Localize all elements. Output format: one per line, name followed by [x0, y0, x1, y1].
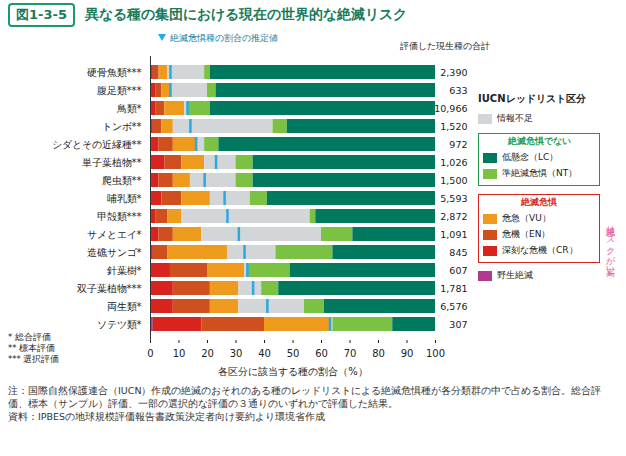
svg-text:20: 20: [201, 348, 214, 359]
svg-text:607: 607: [449, 265, 467, 276]
html-text:絶滅リスクが高い↓: 絶滅リスクが高い↓: [606, 220, 616, 278]
svg-text:10: 10: [173, 348, 186, 359]
html-text:注：国際自然保護連合（IUCN）作成の絶滅のおそれのある種の: 注：国際自然保護連合（IUCN）作成の絶滅のおそれのある種のレッドリストによる絶…: [8, 385, 602, 409]
svg-text:50: 50: [287, 348, 300, 359]
svg-text:爬虫類**: 爬虫類**: [102, 175, 142, 186]
html-text:危機（EN）: 危機（EN）: [502, 229, 551, 239]
html-text:危急（VU）: 危急（VU）: [502, 213, 551, 223]
svg-text:哺乳類*: 哺乳類*: [107, 193, 142, 204]
html-text:絶滅危惧: 絶滅危惧: [521, 197, 557, 207]
svg-text:1,026: 1,026: [440, 157, 467, 168]
html-text:野生絶滅: 野生絶滅: [497, 270, 533, 280]
svg-text:10,966: 10,966: [434, 103, 467, 114]
html-text:*** 選択評価: *** 選択評価: [8, 354, 60, 364]
svg-text:845: 845: [449, 247, 467, 258]
html-text:資料：IPBESの地球規模評価報告書政策決定者向け要約より環: 資料：IPBESの地球規模評価報告書政策決定者向け要約より環境省作成: [8, 411, 326, 422]
svg-text:1,091: 1,091: [440, 229, 467, 240]
svg-text:307: 307: [449, 319, 467, 330]
svg-text:トンボ**: トンボ**: [102, 121, 142, 132]
svg-text:633: 633: [449, 85, 467, 96]
svg-text:80: 80: [372, 348, 385, 359]
html-text:* 総合評価: * 総合評価: [8, 332, 51, 342]
svg-text:1,781: 1,781: [440, 283, 467, 294]
svg-text:双子葉植物***: 双子葉植物***: [77, 283, 142, 294]
svg-text:60: 60: [315, 348, 328, 359]
html-text:異なる種の集団における現在の世界的な絶滅リスク: 異なる種の集団における現在の世界的な絶滅リスク: [84, 6, 407, 22]
html-text:低懸念（LC）: 低懸念（LC）: [502, 152, 559, 162]
svg-text:2,390: 2,390: [440, 67, 467, 78]
svg-text:各区分に該当する種の割合（%）: 各区分に該当する種の割合（%）: [218, 366, 368, 377]
html-text:絶滅危惧種の割合の推定値: 絶滅危惧種の割合の推定値: [170, 33, 278, 43]
html-text:評価した現生種の合計: 評価した現生種の合計: [400, 41, 490, 51]
svg-text:5,593: 5,593: [440, 193, 467, 204]
svg-text:両生類*: 両生類*: [107, 301, 142, 312]
svg-text:100: 100: [426, 348, 445, 359]
svg-text:1,520: 1,520: [440, 121, 467, 132]
svg-text:鳥類*: 鳥類*: [116, 103, 142, 114]
html-text:IUCNレッドリスト区分: IUCNレッドリスト区分: [478, 93, 586, 104]
svg-text:40: 40: [258, 348, 271, 359]
svg-text:甲殻類***: 甲殻類***: [97, 211, 142, 222]
svg-text:シダとその近縁種**: シダとその近縁種**: [52, 139, 142, 150]
html-text:** 標本評価: ** 標本評価: [8, 343, 56, 353]
svg-text:単子葉植物**: 単子葉植物**: [82, 157, 142, 168]
svg-text:30: 30: [230, 348, 243, 359]
svg-text:造礁サンゴ*: 造礁サンゴ*: [87, 247, 142, 258]
svg-text:針葉樹*: 針葉樹*: [107, 265, 142, 276]
svg-text:硬骨魚類***: 硬骨魚類***: [87, 67, 142, 78]
svg-text:腹足類***: 腹足類***: [97, 85, 142, 96]
svg-text:1,500: 1,500: [440, 175, 467, 186]
html-text:図1-3-5: 図1-3-5: [16, 7, 67, 22]
svg-text:0: 0: [147, 348, 153, 359]
svg-text:サメとエイ*: サメとエイ*: [87, 229, 142, 240]
html-text:深刻な危機（CR）: 深刻な危機（CR）: [502, 245, 578, 255]
html-text:準絶滅危惧（NT）: 準絶滅危惧（NT）: [502, 168, 578, 178]
html-text:絶滅危惧でない: 絶滅危惧でない: [507, 136, 571, 146]
svg-text:70: 70: [344, 348, 357, 359]
html-text:情報不足: 情報不足: [497, 113, 533, 123]
svg-text:ソテツ類*: ソテツ類*: [97, 319, 142, 330]
svg-text:972: 972: [449, 139, 467, 150]
svg-text:6,576: 6,576: [440, 301, 467, 312]
svg-text:90: 90: [401, 348, 414, 359]
svg-text:2,872: 2,872: [440, 211, 467, 222]
